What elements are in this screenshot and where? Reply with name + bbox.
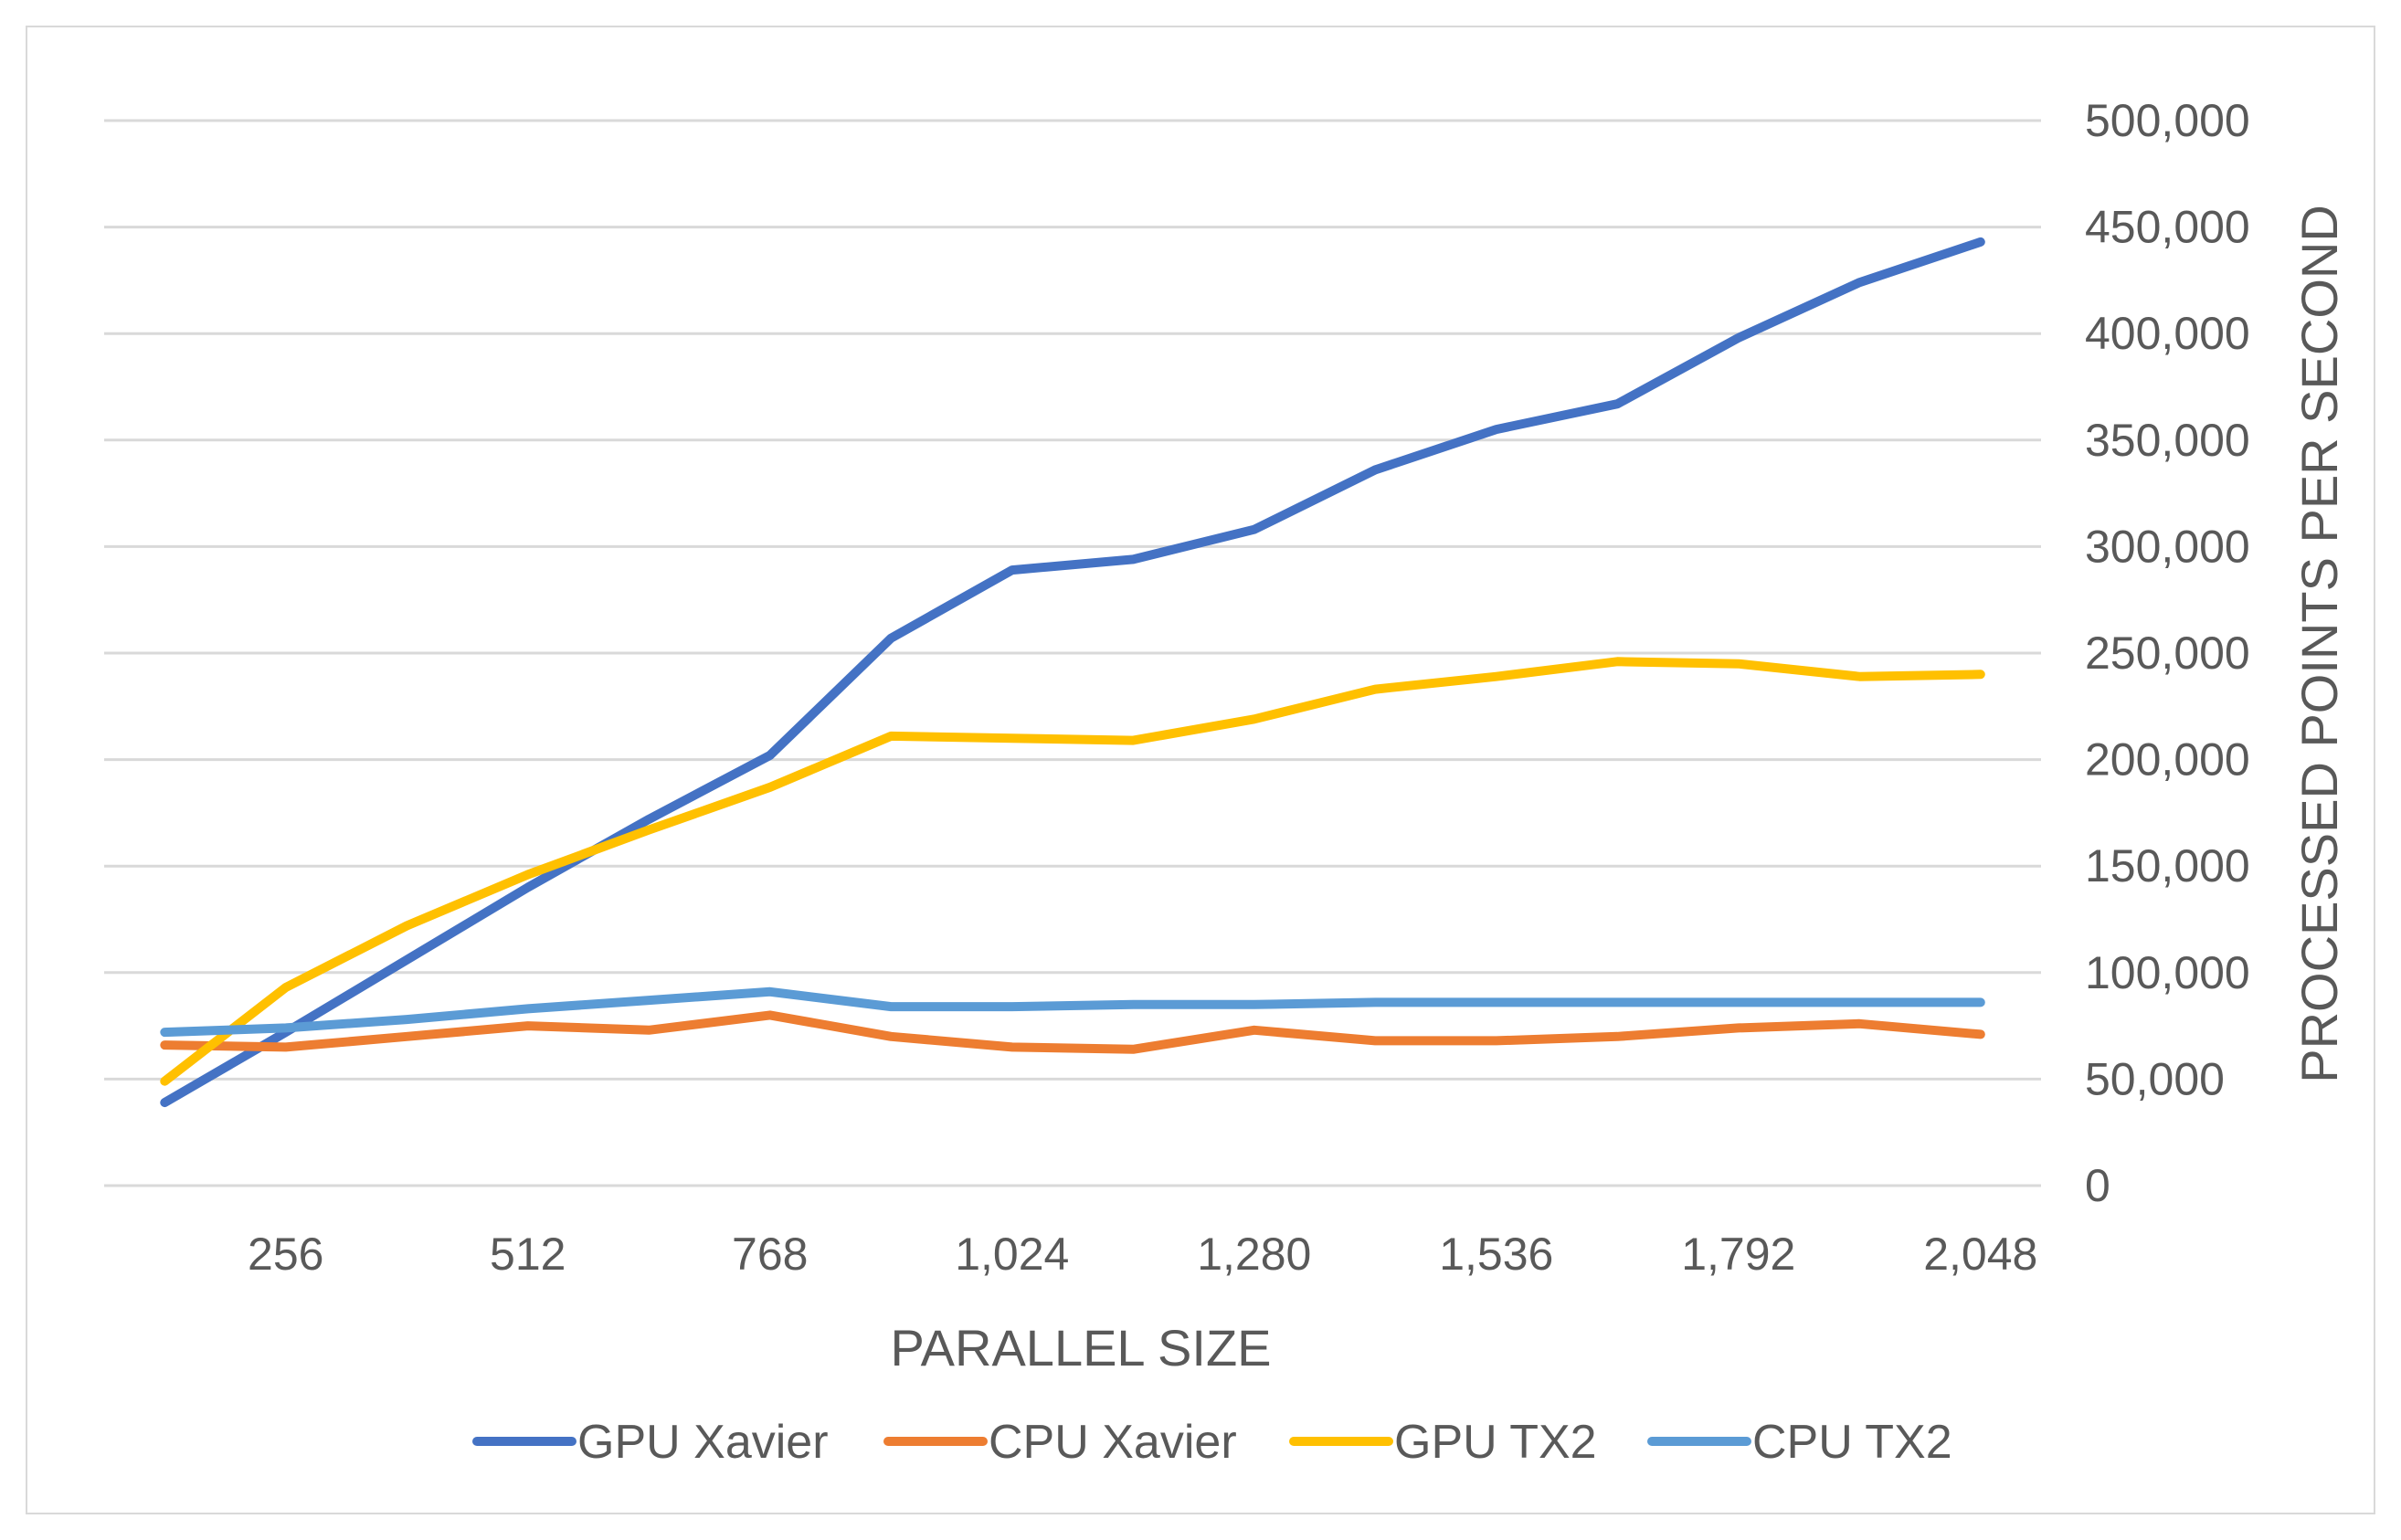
x-tick-label: 2,048 <box>1923 1229 2037 1280</box>
x-tick-label: 768 <box>732 1229 808 1280</box>
x-tick-label: 512 <box>490 1229 566 1280</box>
x-tick-label: 256 <box>248 1229 323 1280</box>
y-tick-label: 150,000 <box>2085 840 2250 891</box>
series-line-cpu-tx2 <box>160 986 1985 1038</box>
series-lines <box>160 237 1985 1108</box>
chart-frame <box>26 26 2375 1514</box>
x-axis-ticks: 256 512 768 1,024 1,280 1,536 1,792 2,048 <box>248 1229 2037 1280</box>
y-tick-label: 250,000 <box>2085 628 2250 679</box>
y-tick-label: 400,000 <box>2085 308 2250 359</box>
y-tick-label: 300,000 <box>2085 521 2250 572</box>
x-tick-label: 1,280 <box>1197 1229 1311 1280</box>
legend-label-cpu-xavier: CPU Xavier <box>989 1416 1237 1469</box>
y-tick-label: 500,000 <box>2085 95 2250 146</box>
series-line-cpu-xavier <box>160 1010 1985 1054</box>
x-axis-title: PARALLEL SIZE <box>890 1319 1271 1377</box>
y-tick-label: 100,000 <box>2085 947 2250 998</box>
legend-label-gpu-xavier: GPU Xavier <box>577 1416 829 1469</box>
legend-label-cpu-tx2: CPU TX2 <box>1752 1416 1952 1469</box>
gridlines <box>104 119 2041 1187</box>
x-tick-label: 1,024 <box>955 1229 1069 1280</box>
x-tick-label: 1,792 <box>1681 1229 1795 1280</box>
series-line-gpu-tx2 <box>160 657 1985 1086</box>
y-tick-label: 350,000 <box>2085 415 2250 466</box>
legend-label-gpu-tx2: GPU TX2 <box>1394 1416 1597 1469</box>
series-line-gpu-xavier <box>160 237 1985 1108</box>
y-tick-label: 450,000 <box>2085 202 2250 253</box>
y-axis-ticks: 0 50,000 100,000 150,000 200,000 250,000 300,0… <box>2085 95 2250 1211</box>
y-tick-label: 0 <box>2085 1160 2110 1211</box>
x-tick-label: 1,536 <box>1439 1229 1553 1280</box>
y-tick-label: 50,000 <box>2085 1053 2225 1104</box>
y-tick-label: 200,000 <box>2085 734 2250 786</box>
legend: GPU Xavier CPU Xavier GPU TX2 CPU TX2 <box>472 1416 1952 1469</box>
y-axis-title: PROCESSED POINTS PER SECOND <box>2290 205 2348 1083</box>
